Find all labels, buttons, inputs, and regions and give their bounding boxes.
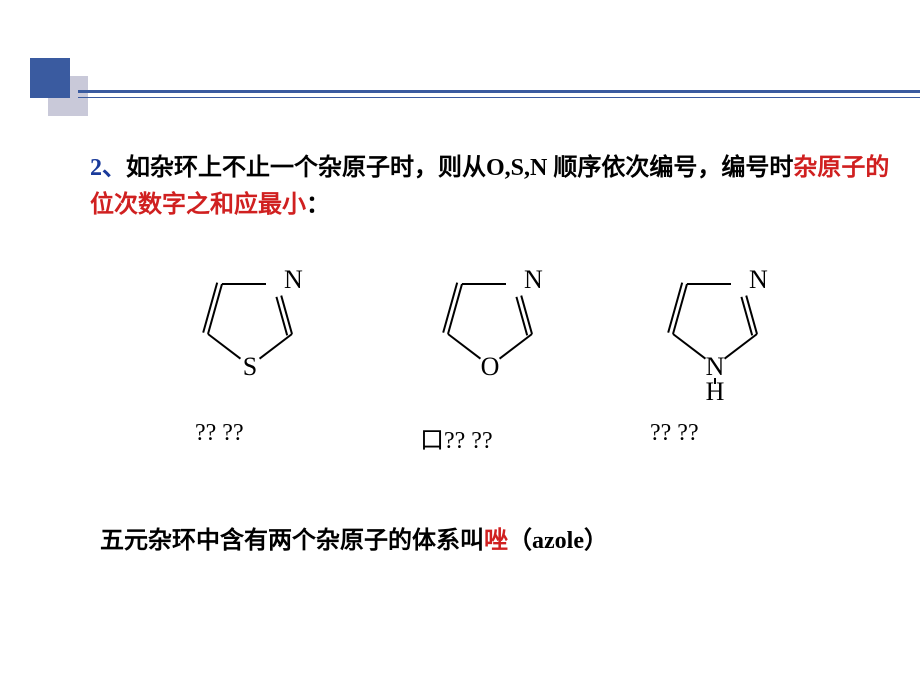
svg-text:S: S <box>243 352 257 381</box>
rule-body-1: 如杂环上不止一个杂原子时，则从O,S,N 顺序依次编号，编号时 <box>126 155 793 181</box>
rule-number: 2 <box>90 155 102 181</box>
svg-text:N: N <box>284 265 303 294</box>
footer-body-2: （azole） <box>508 528 608 554</box>
dec-line-thin <box>78 97 920 98</box>
svg-text:N: N <box>524 265 543 294</box>
structure-imidazole: NNH <box>625 260 805 410</box>
footer-highlight: 唑 <box>484 528 508 554</box>
dec-block-main <box>30 58 70 98</box>
labels-row: ?? ?? 口?? ?? ?? ?? <box>0 420 920 460</box>
svg-text:O: O <box>481 352 500 381</box>
rule-body-2: ： <box>306 192 330 218</box>
dec-line-thick <box>78 90 920 93</box>
structure-thiazole: SN <box>160 260 340 410</box>
rule-text: 2、如杂环上不止一个杂原子时，则从O,S,N 顺序依次编号，编号时杂原子的位次数… <box>90 150 910 224</box>
header-decoration <box>0 58 920 106</box>
svg-text:N: N <box>749 265 768 294</box>
rule-sep: 、 <box>102 155 126 181</box>
label-thiazole: ?? ?? <box>195 420 244 447</box>
footer-body-1: 五元杂环中含有两个杂原子的体系叫 <box>100 528 484 554</box>
footer-text: 五元杂环中含有两个杂原子的体系叫唑（azole） <box>100 520 880 555</box>
label-imidazole: ?? ?? <box>650 420 699 447</box>
structure-oxazole: ON <box>400 260 580 410</box>
label-oxazole: 口?? ?? <box>420 420 493 455</box>
